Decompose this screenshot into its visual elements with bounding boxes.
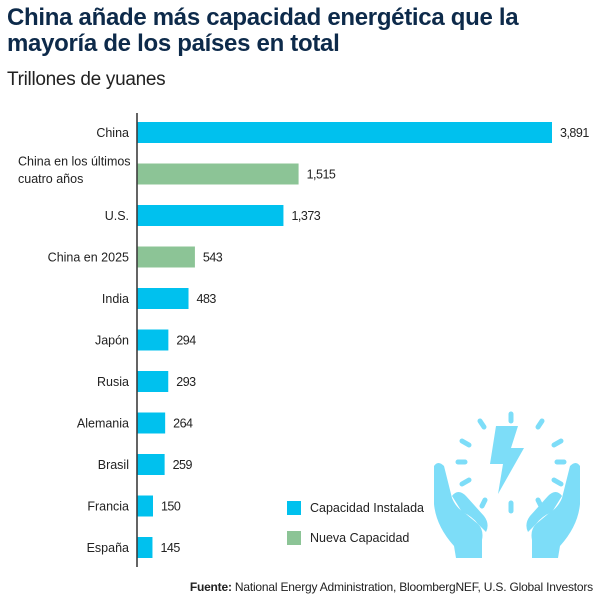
- bar-1: [137, 163, 299, 185]
- legend-item-new: Nueva Capacidad: [287, 530, 424, 545]
- bar-4: [137, 288, 189, 309]
- bar-8: [137, 454, 165, 475]
- bars-group: 3,891 China 1,515 China en los últimos cuatr…: [18, 122, 590, 558]
- value-label-7: 264: [173, 417, 193, 431]
- value-label-0: 3,891: [560, 126, 589, 140]
- legend-label-new: Nueva Capacidad: [310, 530, 410, 545]
- value-label-1: 1,515: [307, 168, 336, 182]
- legend: Capacidad Instalada Nueva Capacidad: [287, 500, 424, 560]
- value-label-6: 293: [176, 375, 196, 389]
- category-label-0: China: [96, 126, 129, 140]
- source-text: National Energy Administration, Bloomber…: [231, 580, 593, 594]
- bar-7: [137, 412, 166, 434]
- value-label-3: 543: [203, 251, 223, 265]
- value-label-10: 145: [160, 541, 180, 555]
- category-label-7: Alemania: [77, 417, 129, 431]
- category-label-3: China en 2025: [48, 251, 129, 265]
- value-label-5: 294: [176, 334, 196, 348]
- bar-3: [137, 246, 195, 268]
- category-label-9: Francia: [87, 500, 129, 514]
- value-label-9: 150: [161, 500, 181, 514]
- value-label-4: 483: [197, 292, 217, 306]
- bar-0: [137, 122, 552, 143]
- source-label: Fuente:: [189, 580, 232, 594]
- bar-2: [137, 205, 284, 226]
- category-label-6: Rusia: [97, 375, 129, 389]
- legend-swatch-installed: [287, 500, 301, 515]
- energy-rays-icon: [455, 411, 567, 514]
- source-note: Fuente: National Energy Administration, …: [190, 580, 593, 594]
- value-label-2: 1,373: [291, 209, 320, 223]
- legend-swatch-new: [287, 530, 301, 545]
- value-label-8: 259: [173, 458, 193, 472]
- bar-5: [137, 329, 169, 351]
- chart-title: China añade más capacidad energética que…: [7, 4, 519, 57]
- chart-subtitle: Trillones de yuanes: [7, 69, 166, 90]
- category-label-2: U.S.: [105, 209, 129, 223]
- category-label-8: Brasil: [98, 458, 129, 472]
- lightning-bolt-icon: [490, 426, 524, 494]
- hands-icon: [434, 463, 580, 558]
- bar-10: [137, 537, 153, 558]
- category-label-10: España: [87, 541, 129, 555]
- bar-9: [137, 495, 153, 517]
- category-label-1: China en los últimos cuatro años: [18, 155, 131, 187]
- legend-label-installed: Capacidad Instalada: [310, 500, 424, 515]
- legend-item-installed: Capacidad Instalada: [287, 500, 424, 515]
- category-label-4: India: [102, 292, 129, 306]
- hands-energy-icon: [432, 408, 582, 560]
- bar-6: [137, 371, 169, 392]
- category-label-5: Japón: [95, 334, 129, 348]
